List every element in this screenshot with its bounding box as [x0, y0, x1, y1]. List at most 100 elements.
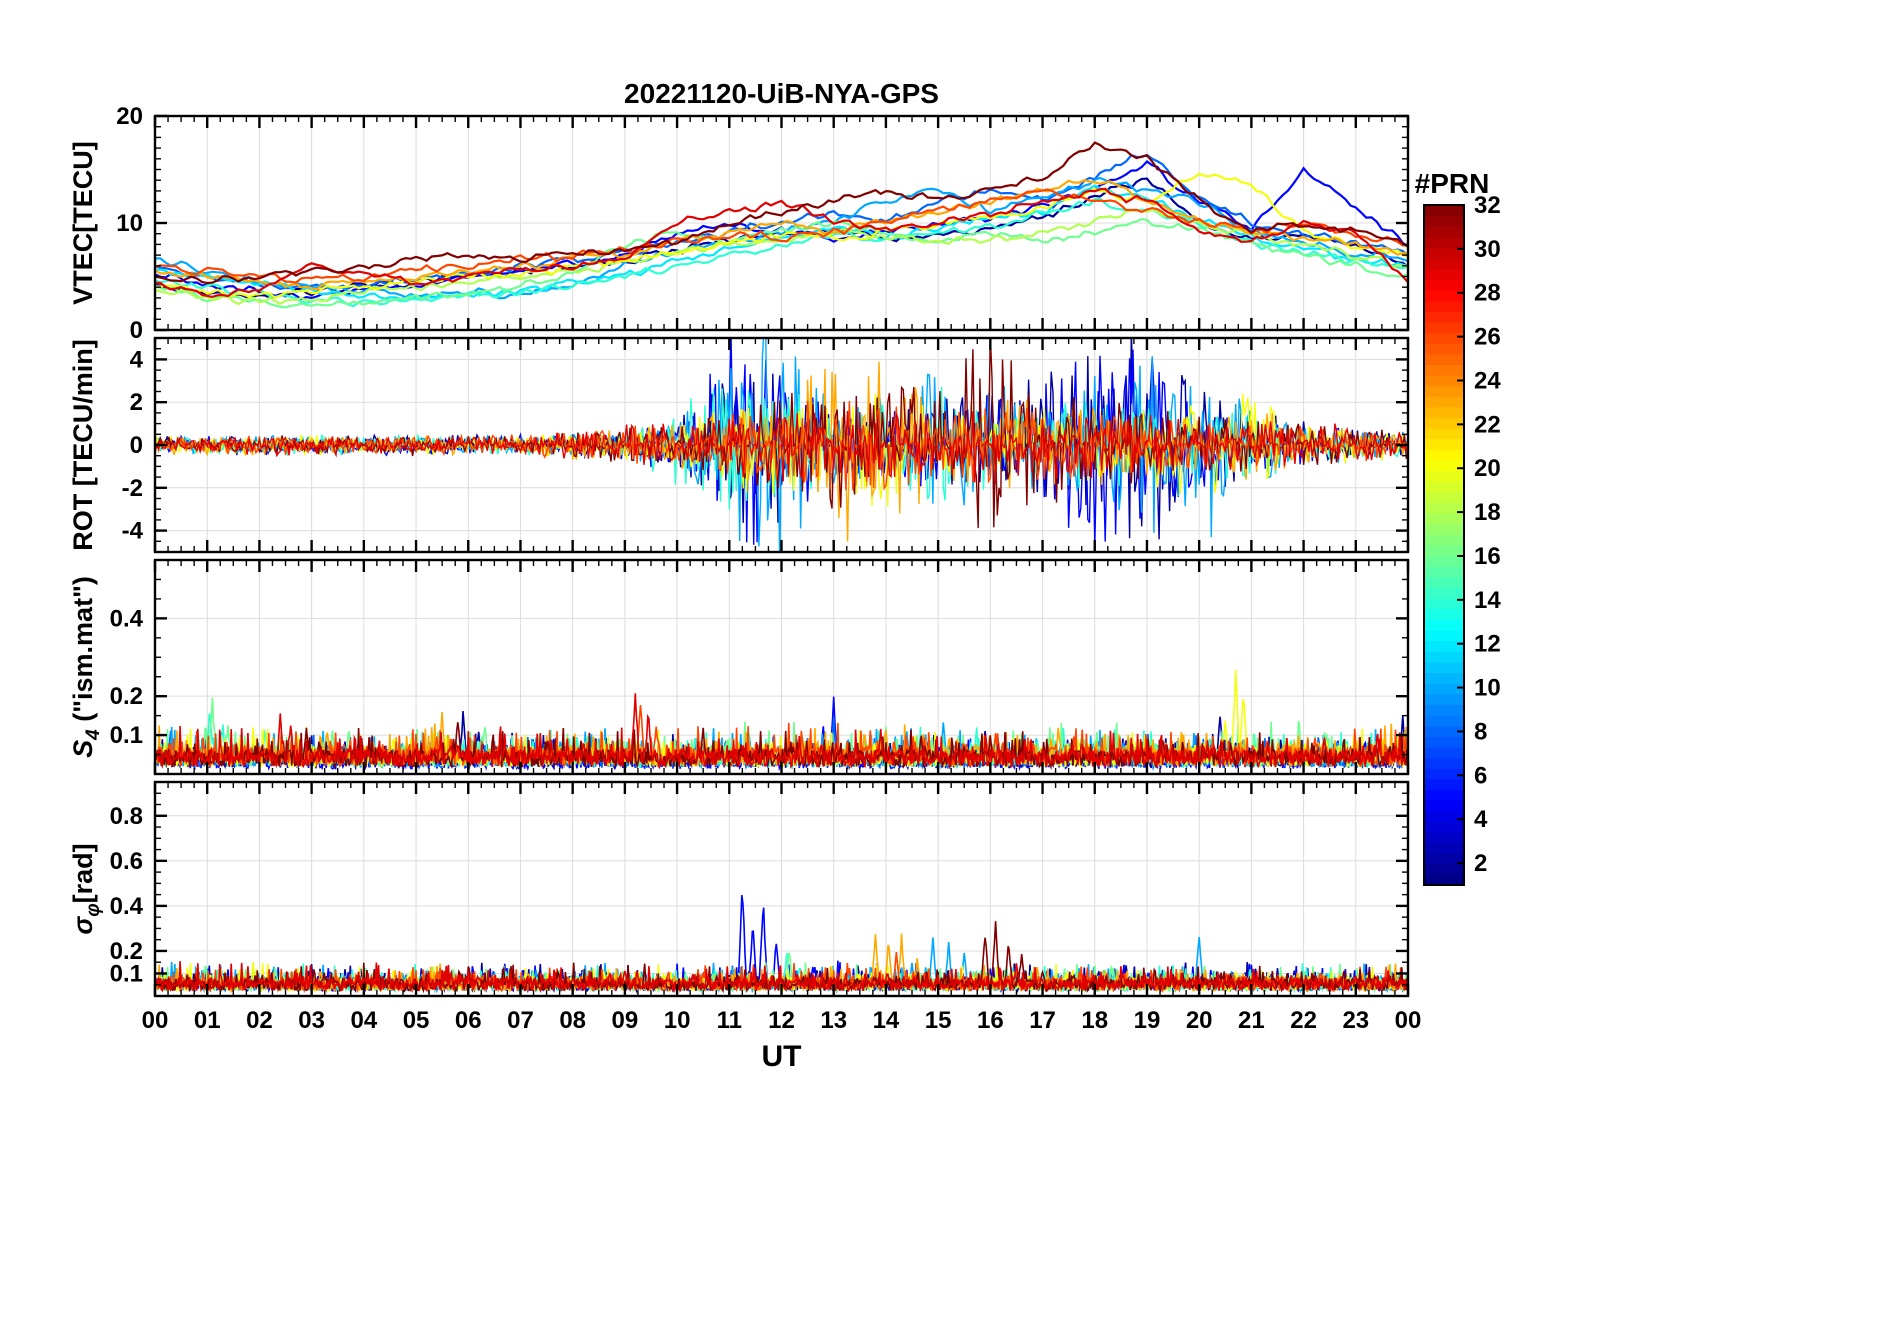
- colorbar-gradient-step: [1424, 672, 1464, 684]
- series-group-s4: [155, 669, 1408, 772]
- y-tick-label: 0.1: [110, 722, 143, 749]
- colorbar-gradient-step: [1424, 757, 1464, 769]
- x-tick-label: 16: [977, 1007, 1004, 1034]
- y-tick-label: 0.4: [110, 605, 144, 632]
- colorbar-gradient-step: [1424, 396, 1464, 408]
- colorbar-gradient-step: [1424, 236, 1464, 249]
- x-tick-label: 14: [873, 1007, 900, 1034]
- colorbar-gradient-step: [1424, 364, 1464, 376]
- colorbar-gradient-step: [1424, 566, 1464, 578]
- colorbar-gradient-step: [1424, 226, 1464, 238]
- colorbar-gradient-step: [1424, 417, 1464, 429]
- colorbar-gradient-step: [1424, 715, 1464, 727]
- colorbar-tick-label: 26: [1474, 324, 1501, 351]
- colorbar-tick-label: 2: [1474, 850, 1487, 877]
- colorbar-gradient-step: [1424, 470, 1464, 482]
- colorbar-tick-label: 32: [1474, 192, 1501, 219]
- colorbar-gradient-step: [1424, 311, 1464, 323]
- colorbar-gradient-step: [1424, 608, 1464, 620]
- colorbar-gradient-step: [1424, 279, 1464, 291]
- x-tick-label: 15: [925, 1007, 952, 1034]
- series-prn-32: [155, 141, 1408, 285]
- y-tick-label: 0.4: [110, 893, 144, 920]
- colorbar-tick-label: 10: [1474, 675, 1501, 702]
- panel-sigma_phi: 0.10.2 0.4 0.6 0.8σφ​[rad] 00 01 02 03 04 05 06 07 0…: [68, 780, 1422, 1034]
- x-tick-label: 03: [298, 1007, 325, 1034]
- x-tick-label: 07: [507, 1007, 534, 1034]
- colorbar-gradient-step: [1424, 343, 1464, 355]
- y-tick-label: 2: [130, 389, 143, 416]
- x-tick-label: 11: [717, 1007, 742, 1034]
- y-axis-label-vtec: VTEC[TECU]: [68, 141, 98, 305]
- colorbar-gradient-step: [1424, 205, 1464, 217]
- colorbar-gradient-step: [1424, 438, 1464, 450]
- x-tick-label: 13: [820, 1007, 847, 1034]
- colorbar-tick-label: 4: [1474, 806, 1488, 833]
- colorbar-gradient-step: [1424, 789, 1464, 801]
- x-tick-label: 18: [1081, 1007, 1108, 1034]
- colorbar-gradient-step: [1424, 321, 1464, 334]
- colorbar-gradient-step: [1424, 831, 1464, 844]
- y-tick-label: 0.1: [110, 960, 143, 987]
- series-prn-16: [155, 217, 1408, 309]
- x-tick-label: 20: [1186, 1007, 1213, 1034]
- colorbar-tick-label: 8: [1474, 718, 1487, 745]
- colorbar-gradient-step: [1424, 300, 1464, 312]
- x-tick-label: 21: [1238, 1007, 1265, 1034]
- colorbar-border: [1423, 204, 1465, 886]
- colorbar-gradient-step: [1424, 768, 1464, 780]
- colorbar-gradient-step: [1424, 704, 1464, 716]
- y-tick-label: 0.6: [110, 848, 143, 875]
- x-tick-label: 00: [1395, 1007, 1422, 1034]
- panel-vtec: 0 10 20 VTEC[TECU]: [68, 103, 1410, 344]
- series-prn-29: [155, 410, 1408, 484]
- y-tick-label: 20: [116, 103, 143, 130]
- colorbar-gradient-step: [1424, 375, 1464, 387]
- colorbar-gradient-step: [1424, 630, 1464, 642]
- colorbar-gradient-step: [1424, 385, 1464, 397]
- colorbar-gradient-step: [1424, 534, 1464, 546]
- axes-box-rot: [153, 336, 1410, 554]
- colorbar-gradient-step: [1424, 746, 1464, 759]
- series-prn-26: [155, 188, 1408, 284]
- y-tick-label: 10: [116, 210, 143, 237]
- colorbar-gradient-step: [1424, 619, 1464, 631]
- colorbar-gradient-step: [1424, 651, 1464, 663]
- y-tick-label: -4: [122, 518, 144, 545]
- colorbar-gradient-step: [1424, 587, 1464, 599]
- colorbar-gradient-step: [1424, 406, 1464, 419]
- colorbar-gradient-step: [1424, 640, 1464, 652]
- axes-box-sigma_phi: [153, 780, 1410, 998]
- y-tick-label: 0.8: [110, 803, 143, 830]
- colorbar-gradient-step: [1424, 523, 1464, 535]
- colorbar-gradient-step: [1424, 853, 1464, 865]
- colorbar-tick-label: 22: [1474, 411, 1501, 438]
- colorbar-gradient-step: [1424, 863, 1464, 875]
- series-group-vtec: [155, 141, 1408, 309]
- colorbar-tick-label: 12: [1474, 631, 1501, 658]
- grid-sigma_phi: [155, 782, 1408, 996]
- x-tick-label: 22: [1290, 1007, 1317, 1034]
- x-tick-label: 05: [403, 1007, 430, 1034]
- colorbar-tick-label: 24: [1474, 367, 1501, 394]
- colorbar-gradient-step: [1424, 800, 1464, 812]
- colorbar-gradient-step: [1424, 874, 1464, 886]
- x-tick-label: 19: [1134, 1007, 1161, 1034]
- x-tick-label: 00: [142, 1007, 169, 1034]
- colorbar-gradient-step: [1424, 513, 1464, 525]
- series-prn-20: [155, 172, 1408, 300]
- x-tick-label: 17: [1029, 1007, 1056, 1034]
- series-prn-14: [155, 197, 1408, 308]
- colorbar-gradient-step: [1424, 661, 1464, 674]
- y-axis-label-rot: ROT [TECU/min]: [68, 339, 98, 550]
- colorbar-gradient-step: [1424, 502, 1464, 514]
- colorbar-gradient-step: [1424, 268, 1464, 280]
- chart-title: 20221120-UiB-NYA-GPS: [624, 78, 939, 109]
- colorbar-gradient-step: [1424, 576, 1464, 589]
- x-tick-label: 02: [246, 1007, 273, 1034]
- x-tick-label: 04: [350, 1007, 377, 1034]
- colorbar-gradient-step: [1424, 778, 1464, 790]
